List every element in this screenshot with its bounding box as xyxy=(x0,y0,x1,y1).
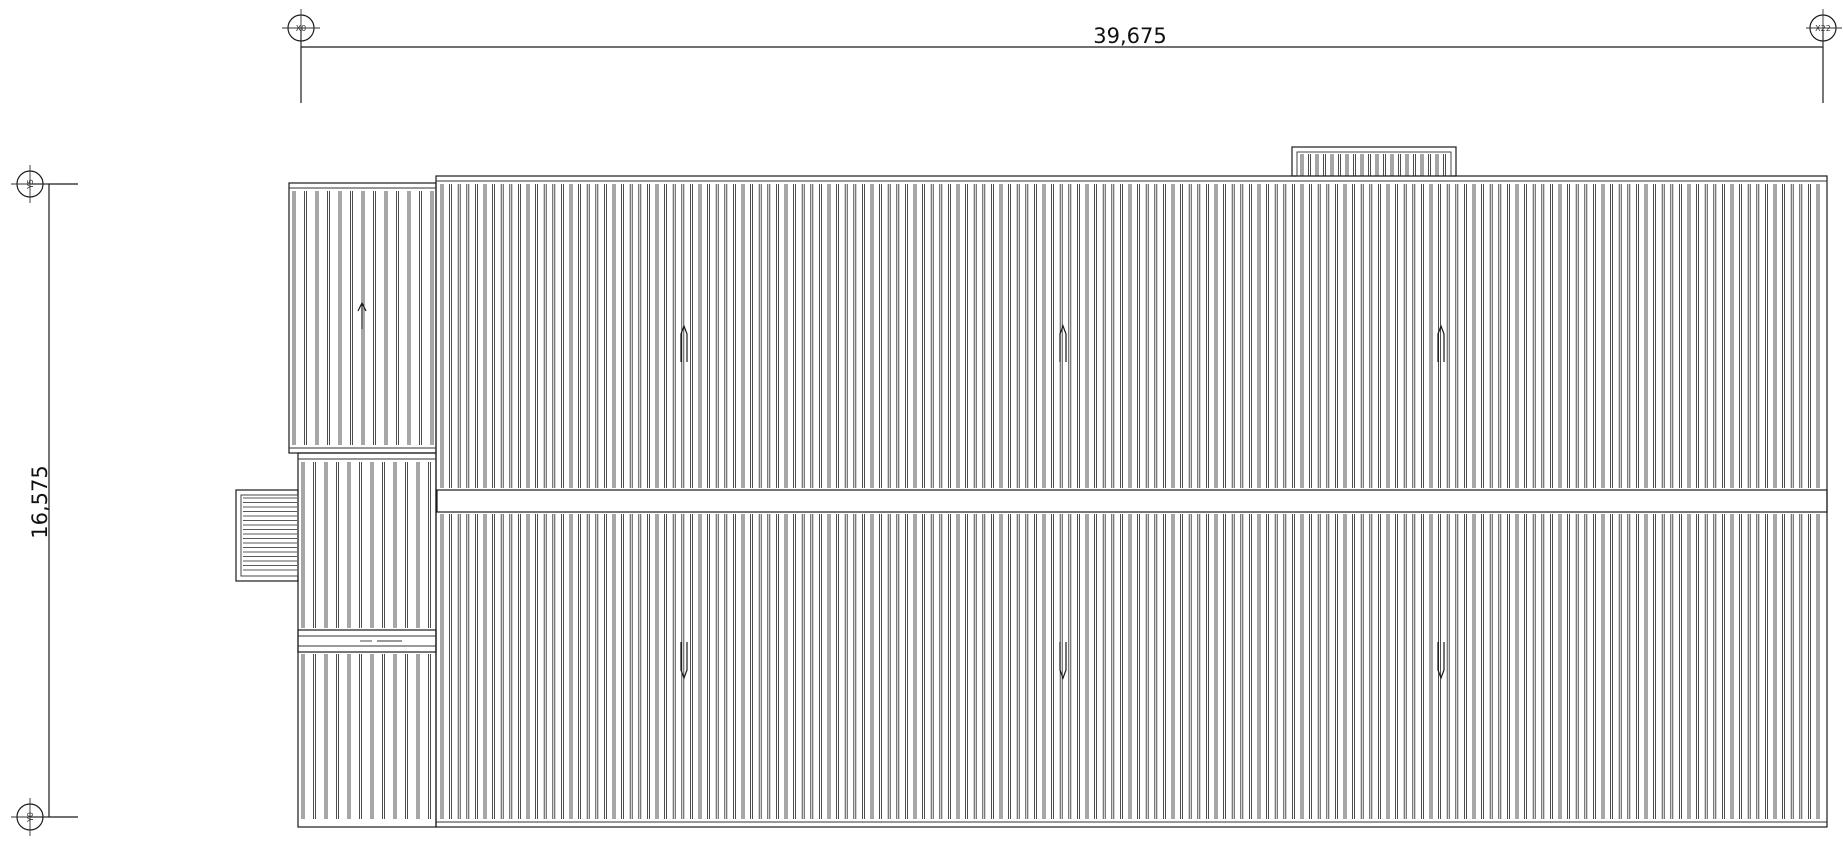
grid-marker-left-bottom-label: Y0 xyxy=(26,812,35,823)
vertical-dimension-label: 16,575 xyxy=(28,465,52,538)
grid-marker-top-left-label: X0 xyxy=(296,24,307,33)
flow-arrow-up-wing xyxy=(357,301,367,329)
roof-panel-stripes xyxy=(243,154,1820,819)
flow-arrow-up-2 xyxy=(1059,324,1067,362)
flow-arrows xyxy=(357,301,1445,680)
flow-arrow-down-2 xyxy=(1059,642,1067,680)
grid-marker-left-top-label: Y5 xyxy=(26,179,35,190)
horizontal-dimension: 39,675 xyxy=(300,24,1824,103)
grid-marker-top-left: X0 xyxy=(282,9,320,47)
grid-marker-left-bottom: Y0 xyxy=(11,798,49,836)
flow-arrow-down-1 xyxy=(680,642,688,680)
grid-marker-left-top: Y5 xyxy=(11,165,49,203)
flow-arrow-up-3 xyxy=(1437,324,1445,362)
flow-arrow-up-1 xyxy=(680,324,688,362)
vertical-dimension: 16,575 xyxy=(28,183,78,818)
flow-arrow-down-3 xyxy=(1437,642,1445,680)
building-outline xyxy=(235,146,1828,828)
grid-marker-top-right-label: X22 xyxy=(1815,24,1831,33)
horizontal-dimension-label: 39,675 xyxy=(1093,24,1166,48)
grid-marker-top-right: X22 xyxy=(1806,9,1842,47)
